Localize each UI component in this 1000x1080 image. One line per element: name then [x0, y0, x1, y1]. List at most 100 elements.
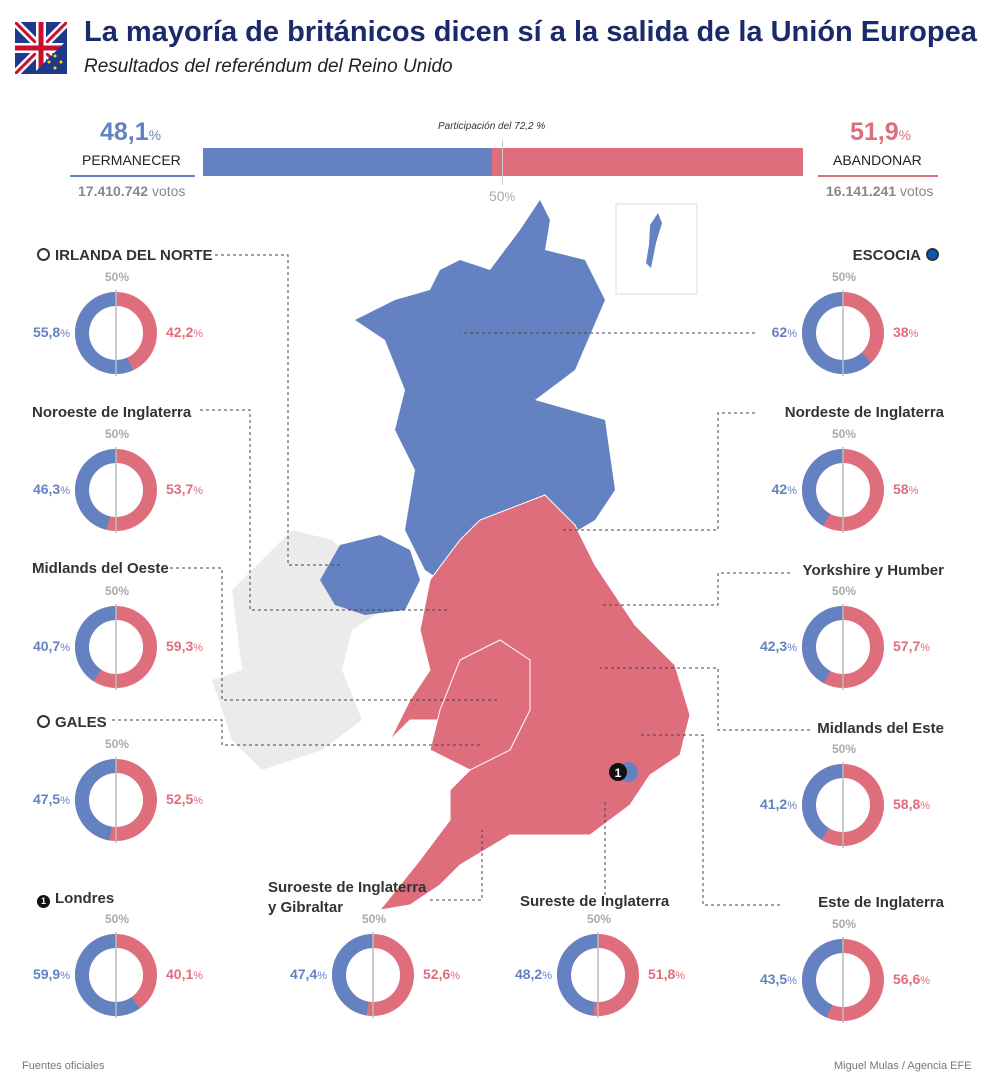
donut-50-label: 50% [832, 742, 857, 756]
leave-votes: 16.141.241 votos [826, 183, 934, 199]
region-title: Midlands del Oeste [32, 560, 169, 577]
donut-remain-label: 42% [771, 481, 797, 497]
region-title: ESCOCIA [853, 247, 944, 264]
number-1-icon: 1 [37, 895, 50, 908]
donut-remain-label: 48,2% [514, 966, 552, 982]
donut-50-label: 50% [362, 912, 387, 926]
credit: Miguel Mulas / Agencia EFE [834, 1060, 972, 1072]
donut-remain-slice [75, 606, 157, 688]
region-name: Londres [55, 890, 115, 907]
london-marker-icon [609, 763, 627, 781]
donut-remain-slice [802, 449, 884, 531]
remain-votes: 17.410.742 votos [78, 183, 186, 199]
region-name: IRLANDA DEL NORTE [55, 247, 213, 264]
map-shetland [646, 213, 662, 268]
remain-label: PERMANECER [82, 152, 181, 168]
donut-chart [332, 932, 414, 1018]
map-northern-ireland [320, 535, 420, 615]
wales-flag-icon [37, 715, 50, 728]
region-title: Sureste de Inglaterra [520, 893, 670, 910]
page-title: La mayoría de británicos dicen sí a la s… [84, 16, 977, 48]
donut-chart [75, 932, 157, 1018]
region-title: Midlands del Este [817, 720, 944, 737]
leave-label: ABANDONAR [833, 152, 922, 168]
donut-chart [557, 932, 639, 1018]
donut-leave-label: 52,6% [423, 966, 461, 982]
donut-remain-slice [74, 292, 157, 374]
donut-remain-label: 47,5% [32, 791, 70, 807]
map-england-wales [378, 494, 691, 911]
donut-leave-label: 57,7% [893, 638, 931, 654]
donut-chart [802, 762, 884, 848]
donut-remain-label: 62% [771, 324, 797, 340]
donut-remain-label: 59,9% [32, 966, 70, 982]
region-title: Noroeste de Inglaterra [32, 404, 192, 421]
region-title: IRLANDA DEL NORTE [32, 247, 213, 264]
donut-50-label: 50% [832, 917, 857, 931]
donut-remain-label: 41,2% [759, 796, 797, 812]
remain-underline [70, 175, 195, 177]
donut-leave-label: 56,6% [893, 971, 931, 987]
leave-percent: 51,9% [850, 118, 912, 146]
region-title: Este de Inglaterra [818, 894, 944, 911]
donut-remain-slice [802, 606, 884, 688]
donut-remain-slice [802, 939, 884, 1021]
donut-leave-label: 58% [893, 481, 919, 497]
donut-50-label: 50% [105, 584, 130, 598]
donut-chart [802, 937, 884, 1023]
page-subtitle: Resultados del referéndum del Reino Unid… [84, 56, 453, 77]
turnout: Participación del 72,2 % [438, 121, 546, 132]
donut-remain-slice [802, 764, 884, 846]
donut-leave-label: 38% [893, 324, 919, 340]
donut-chart [74, 290, 157, 376]
region-name: ESCOCIA [852, 247, 921, 264]
donut-leave-label: 42,2% [166, 324, 204, 340]
donut-remain-slice [75, 934, 157, 1016]
northern-ireland-flag-icon [37, 248, 50, 261]
national-remain-fill [203, 148, 492, 176]
donut-leave-label: 58,8% [893, 796, 931, 812]
donut-remain-slice [802, 292, 884, 374]
donut-remain-slice [75, 449, 157, 531]
donut-chart [802, 290, 884, 376]
shetland-inset [615, 203, 698, 295]
donut-remain-slice [332, 934, 414, 1016]
donut-50-label: 50% [105, 270, 130, 284]
scotland-flag-icon [926, 248, 939, 261]
donut-50-label: 50% [832, 584, 857, 598]
fifty-line [502, 140, 503, 185]
leave-underline [818, 175, 938, 177]
donut-remain-label: 46,3% [32, 481, 70, 497]
donut-leave-label: 51,8% [648, 966, 686, 982]
donut-leave-label: 40,1% [166, 966, 204, 982]
source: Fuentes oficiales [22, 1060, 105, 1072]
national-result-bar [203, 148, 803, 176]
map-wales [429, 639, 531, 771]
map-scotland [355, 200, 615, 590]
region-title: GALES [32, 714, 107, 731]
region-title: Suroeste de Inglaterra y Gibraltar [268, 879, 427, 916]
donut-remain-label: 47,4% [289, 966, 327, 982]
region-title: Nordeste de Inglaterra [784, 404, 944, 421]
donut-chart [802, 604, 884, 690]
region-name: GALES [55, 714, 107, 731]
donut-chart [75, 757, 157, 843]
donut-50-label: 50% [587, 912, 612, 926]
fifty-label: 50% [489, 188, 515, 204]
region-title: 1 Londres [32, 890, 114, 908]
donut-leave-label: 52,5% [166, 791, 204, 807]
donut-remain-label: 43,5% [759, 971, 797, 987]
donut-leave-label: 53,7% [166, 481, 204, 497]
donut-50-label: 50% [832, 427, 857, 441]
donut-50-label: 50% [832, 270, 857, 284]
region-title: Yorkshire y Humber [802, 562, 944, 579]
donut-50-label: 50% [105, 427, 130, 441]
donut-chart [802, 447, 884, 533]
donut-50-label: 50% [105, 737, 130, 751]
leader-lines [112, 254, 810, 906]
donut-remain-label: 42,3% [759, 638, 797, 654]
donut-remain-label: 55,8% [32, 324, 70, 340]
london-marker-number: 1 [615, 766, 622, 780]
